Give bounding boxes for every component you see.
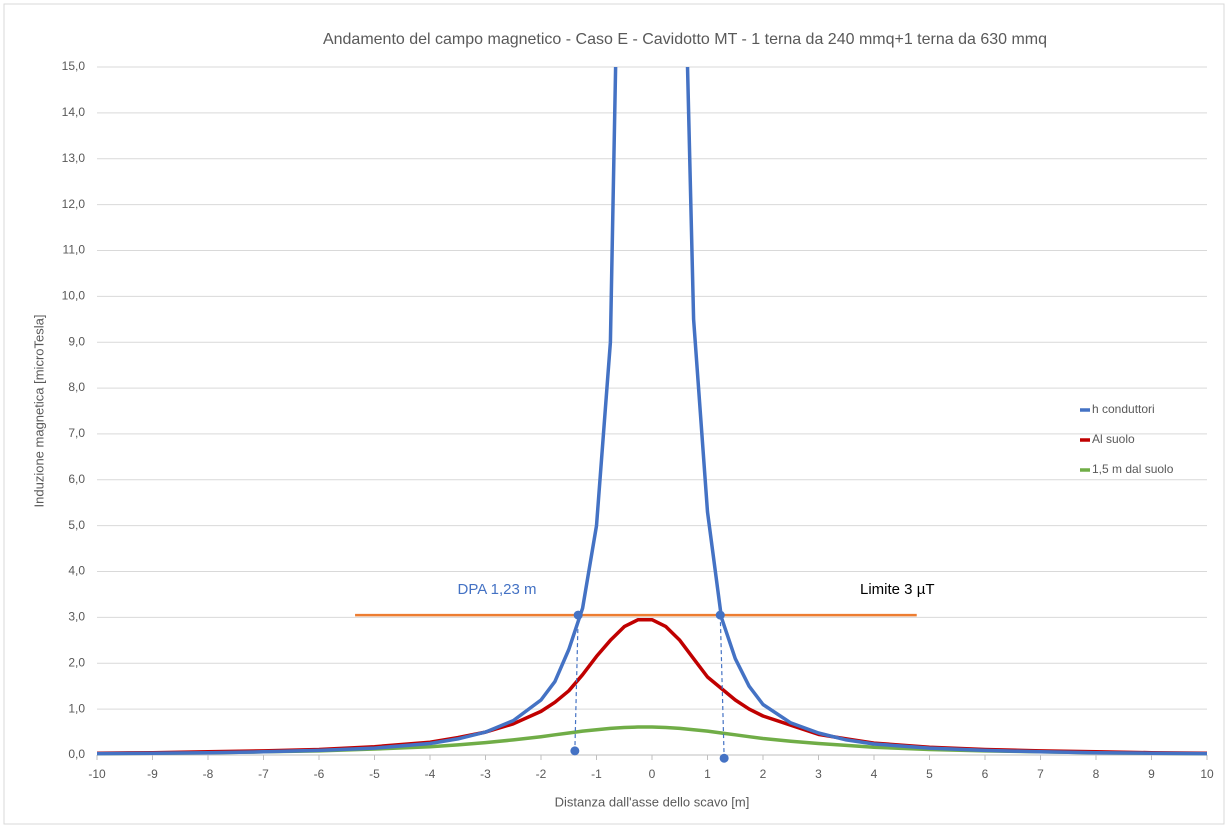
- x-tick-label: 0: [649, 767, 656, 781]
- y-tick-label: 8,0: [68, 380, 85, 394]
- x-tick-label: 8: [1093, 767, 1100, 781]
- y-tick-label: 4,0: [68, 564, 85, 578]
- plot-area: [97, 67, 1207, 756]
- y-tick-label: 0,0: [68, 747, 85, 761]
- y-tick-label: 15,0: [62, 59, 86, 73]
- y-tick-label: 7,0: [68, 426, 85, 440]
- x-tick-label: 7: [1037, 767, 1044, 781]
- x-tick-label: -3: [480, 767, 491, 781]
- chart-title: Andamento del campo magnetico - Caso E -…: [323, 31, 1047, 48]
- y-tick-label: 11,0: [63, 243, 86, 257]
- dpa-line: [574, 615, 579, 751]
- legend-label: Al suolo: [1092, 432, 1135, 446]
- legend-label: 1,5 m dal suolo: [1092, 462, 1174, 476]
- x-tick-label: 2: [760, 767, 767, 781]
- y-axis-label: Induzione magnetica [microTesla]: [31, 315, 46, 508]
- dpa-line: [719, 615, 725, 759]
- y-tick-label: 13,0: [62, 151, 86, 165]
- dpa-point: [570, 746, 580, 756]
- x-tick-label: -1: [591, 767, 602, 781]
- y-tick-label: 3,0: [68, 610, 85, 624]
- x-axis-label: Distanza dall'asse dello scavo [m]: [555, 794, 750, 809]
- y-tick-label: 10,0: [62, 289, 86, 303]
- x-tick-label: 3: [815, 767, 822, 781]
- dpa-label: DPA 1,23 m: [458, 581, 537, 598]
- x-tick-label: 1: [704, 767, 711, 781]
- y-tick-label: 12,0: [62, 197, 86, 211]
- y-tick-label: 5,0: [68, 518, 85, 532]
- x-tick-label: -5: [369, 767, 380, 781]
- x-tick-label: 6: [982, 767, 989, 781]
- dpa-point: [573, 610, 583, 620]
- x-tick-label: -9: [147, 767, 158, 781]
- y-tick-label: 6,0: [68, 472, 85, 486]
- dpa-point: [715, 610, 725, 620]
- x-tick-label: 9: [1148, 767, 1155, 781]
- y-tick-label: 9,0: [68, 334, 85, 348]
- x-tick-label: -6: [314, 767, 325, 781]
- series-line: [97, 67, 1207, 756]
- x-tick-label: -10: [88, 767, 106, 781]
- x-tick-label: 5: [926, 767, 933, 781]
- legend-label: h conduttori: [1092, 402, 1155, 416]
- x-tick-label: -7: [258, 767, 269, 781]
- limit-label: Limite 3 µT: [860, 581, 935, 598]
- x-tick-label: 10: [1200, 767, 1214, 781]
- series-line: [97, 725, 1207, 756]
- y-tick-label: 2,0: [68, 655, 85, 669]
- x-tick-label: -4: [425, 767, 436, 781]
- y-tick-label: 1,0: [68, 701, 85, 715]
- dpa-point: [719, 753, 729, 763]
- x-tick-label: -8: [203, 767, 214, 781]
- x-tick-label: -2: [536, 767, 547, 781]
- y-tick-label: 14,0: [62, 105, 86, 119]
- x-tick-label: 4: [871, 767, 878, 781]
